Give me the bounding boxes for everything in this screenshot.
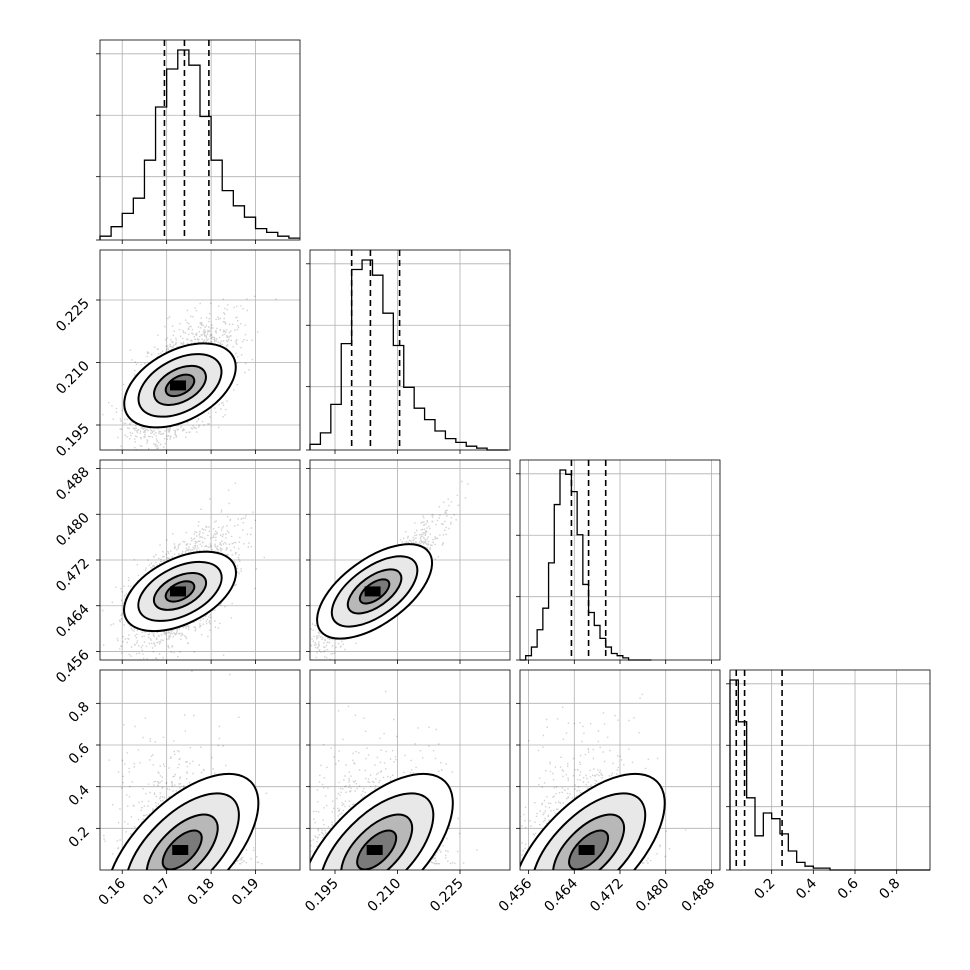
y-tick-label: 0.210: [53, 358, 93, 398]
x-tick-label: 0.19: [229, 876, 262, 909]
panel-frame: [99, 249, 301, 451]
x-tick-label: 0.456: [496, 875, 536, 915]
x-tick-label: 0.8: [876, 876, 903, 903]
density-peak: [172, 845, 189, 855]
scatter-layer: [102, 295, 277, 450]
hist-panel-1: [306, 249, 511, 454]
x-tick-label: 0.480: [633, 876, 673, 916]
scatter-layer: [102, 482, 265, 660]
scatter-panel-3-0: [96, 669, 301, 874]
panel-frame: [309, 249, 511, 451]
scatter-layer: [310, 690, 478, 870]
density-peak: [366, 845, 383, 855]
histogram-2: [520, 469, 652, 661]
y-tick-label: 0.2: [66, 824, 93, 851]
x-tick-label: 0.6: [835, 875, 862, 902]
scatter-panel-3-2: [516, 669, 721, 874]
density-peak: [170, 380, 186, 391]
density-peak: [170, 586, 186, 597]
scatter-panel-2-0: [96, 459, 301, 664]
density-peak: [364, 586, 381, 597]
histogram-3: [729, 679, 930, 871]
panel-frame: [309, 669, 511, 871]
x-tick-label: 0.464: [541, 875, 581, 915]
y-tick-label: 0.8: [66, 699, 93, 726]
x-tick-label: 0.16: [96, 875, 129, 908]
x-tick-label: 0.195: [302, 876, 342, 916]
histogram-0: [99, 49, 300, 240]
density-peak: [578, 845, 595, 855]
x-tick-label: 0.4: [793, 875, 820, 902]
scatter-panel-3-1: [306, 669, 511, 874]
y-tick-label: 0.456: [53, 647, 93, 687]
panel-frame: [729, 669, 931, 871]
hist-panel-2: [516, 459, 721, 664]
y-tick-label: 0.472: [53, 556, 93, 596]
x-tick-label: 0.225: [427, 876, 467, 916]
hist-panel-0: [96, 39, 301, 244]
y-tick-label: 0.6: [66, 740, 93, 767]
scatter-panel-1-0: [96, 249, 301, 454]
panel-frame: [99, 39, 301, 241]
histogram-1: [309, 259, 508, 451]
panel-frame: [99, 669, 301, 871]
x-tick-label: 0.472: [587, 876, 627, 916]
y-tick-label: 0.195: [53, 421, 93, 461]
y-tick-label: 0.4: [66, 782, 93, 809]
x-tick-label: 0.210: [365, 876, 405, 916]
scatter-layer: [520, 693, 687, 870]
y-tick-label: 0.480: [53, 510, 93, 550]
x-tick-label: 0.18: [185, 876, 218, 909]
corner-panels: 0.16 0.17 0.18 0.19 0.195 0.210 0.225 0.456 0.46…: [53, 39, 931, 916]
y-tick-label: 0.464: [53, 601, 93, 641]
scatter-panel-2-1: [306, 459, 511, 664]
hist-panel-3: [726, 669, 931, 874]
y-tick-label: 0.488: [53, 464, 93, 504]
y-tick-label: 0.225: [53, 296, 93, 336]
scatter-layer: [310, 480, 469, 660]
x-tick-label: 0.2: [751, 876, 778, 903]
scatter-layer: [103, 670, 268, 870]
x-tick-label: 0.488: [679, 876, 719, 916]
x-tick-label: 0.17: [140, 876, 173, 909]
